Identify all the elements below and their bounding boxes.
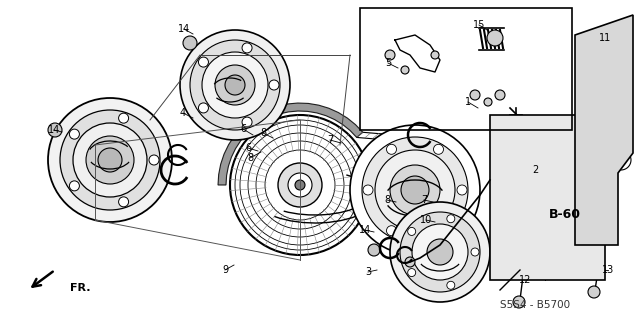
Circle shape <box>69 181 79 191</box>
Circle shape <box>368 244 380 256</box>
Circle shape <box>198 103 209 113</box>
Text: 13: 13 <box>602 265 614 275</box>
Text: 8: 8 <box>384 195 390 205</box>
Circle shape <box>513 296 525 308</box>
Text: 4: 4 <box>180 108 186 118</box>
Text: 7: 7 <box>327 135 333 145</box>
Circle shape <box>118 113 129 123</box>
Circle shape <box>375 150 455 230</box>
Circle shape <box>502 172 518 188</box>
Text: 7: 7 <box>421 195 427 205</box>
Circle shape <box>588 286 600 298</box>
Circle shape <box>496 206 524 234</box>
Circle shape <box>611 85 631 105</box>
Circle shape <box>401 66 409 74</box>
Circle shape <box>48 98 172 222</box>
Circle shape <box>242 117 252 127</box>
Circle shape <box>433 144 444 154</box>
Circle shape <box>98 148 122 172</box>
Text: 14: 14 <box>359 225 371 235</box>
Text: 9: 9 <box>222 265 228 275</box>
Circle shape <box>295 180 305 190</box>
Text: 5: 5 <box>385 58 391 68</box>
Text: FR.: FR. <box>70 283 90 293</box>
Circle shape <box>495 90 505 100</box>
Circle shape <box>487 30 503 46</box>
Circle shape <box>611 150 631 170</box>
Circle shape <box>390 165 440 215</box>
Circle shape <box>362 137 468 243</box>
Bar <box>490 115 605 280</box>
Circle shape <box>408 269 416 277</box>
Circle shape <box>496 241 524 269</box>
Circle shape <box>60 110 160 210</box>
Circle shape <box>202 52 268 118</box>
Circle shape <box>433 226 444 236</box>
Text: 8: 8 <box>247 153 253 163</box>
Circle shape <box>48 123 62 137</box>
Circle shape <box>118 197 129 207</box>
Circle shape <box>390 202 490 302</box>
Circle shape <box>502 247 518 263</box>
Text: 11: 11 <box>599 33 611 43</box>
Circle shape <box>408 227 416 235</box>
Circle shape <box>363 185 373 195</box>
Text: 1: 1 <box>465 97 471 107</box>
Circle shape <box>350 125 480 255</box>
Circle shape <box>405 257 415 267</box>
Circle shape <box>470 90 480 100</box>
Polygon shape <box>218 103 363 185</box>
Circle shape <box>73 123 147 197</box>
Circle shape <box>387 144 397 154</box>
Text: 2: 2 <box>532 165 538 175</box>
Circle shape <box>198 57 209 67</box>
Circle shape <box>269 80 279 90</box>
Text: 8: 8 <box>260 128 266 138</box>
Text: 15: 15 <box>473 20 485 30</box>
Circle shape <box>180 30 290 140</box>
Circle shape <box>502 132 518 148</box>
Circle shape <box>69 129 79 139</box>
Text: B-60: B-60 <box>549 209 581 221</box>
Bar <box>360 8 572 130</box>
Circle shape <box>447 281 455 289</box>
Circle shape <box>431 51 439 59</box>
Circle shape <box>288 173 312 197</box>
Circle shape <box>484 98 492 106</box>
Text: 6: 6 <box>245 143 251 153</box>
Circle shape <box>190 40 280 130</box>
Circle shape <box>401 176 429 204</box>
Circle shape <box>225 75 245 95</box>
Circle shape <box>611 35 631 55</box>
Circle shape <box>502 212 518 228</box>
Circle shape <box>400 212 480 292</box>
Circle shape <box>528 256 542 270</box>
Circle shape <box>496 166 524 194</box>
Circle shape <box>230 115 370 255</box>
Circle shape <box>577 215 597 235</box>
Circle shape <box>457 185 467 195</box>
Polygon shape <box>575 15 633 245</box>
Circle shape <box>215 65 255 105</box>
Text: S5S4 - B5700: S5S4 - B5700 <box>500 300 570 310</box>
Text: 12: 12 <box>519 275 531 285</box>
Circle shape <box>242 43 252 53</box>
Circle shape <box>496 126 524 154</box>
Circle shape <box>183 36 197 50</box>
Circle shape <box>412 224 468 280</box>
Circle shape <box>385 50 395 60</box>
Text: 10: 10 <box>420 215 432 225</box>
Text: 6: 6 <box>240 124 246 134</box>
Circle shape <box>149 155 159 165</box>
Text: 14: 14 <box>48 125 60 135</box>
Circle shape <box>86 136 134 184</box>
Text: 3: 3 <box>365 267 371 277</box>
Circle shape <box>427 239 453 265</box>
Circle shape <box>387 226 397 236</box>
Circle shape <box>278 163 322 207</box>
Circle shape <box>447 215 455 223</box>
Circle shape <box>471 248 479 256</box>
Text: 14: 14 <box>178 24 190 34</box>
